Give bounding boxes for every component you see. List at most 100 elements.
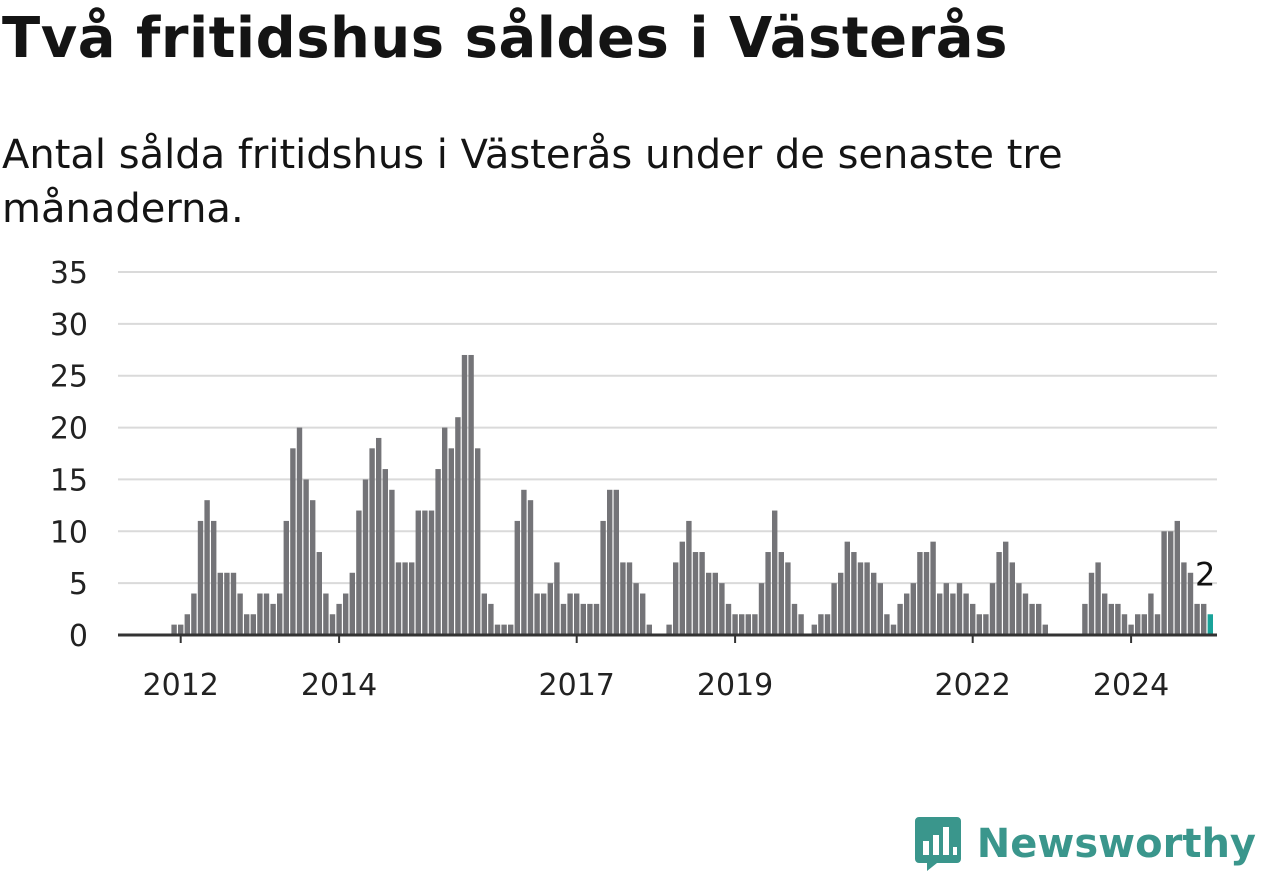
chart-title: Två fritidshus såldes i Västerås bbox=[2, 6, 1008, 71]
bar bbox=[956, 583, 963, 635]
bar bbox=[270, 603, 276, 635]
bar bbox=[574, 593, 580, 635]
bar bbox=[455, 417, 461, 635]
bar bbox=[1095, 562, 1101, 635]
y-tick-label: 30 bbox=[50, 308, 88, 343]
bar bbox=[1201, 603, 1207, 635]
bar bbox=[310, 500, 316, 635]
bar bbox=[237, 593, 243, 635]
bar bbox=[554, 562, 560, 635]
bar bbox=[1108, 603, 1114, 635]
y-tick-label: 15 bbox=[50, 463, 88, 498]
bar bbox=[673, 562, 679, 635]
chart-subtitle: Antal sålda fritidshus i Västerås under … bbox=[2, 132, 1063, 232]
bar bbox=[230, 572, 237, 635]
bar bbox=[666, 624, 672, 635]
bar bbox=[428, 510, 435, 635]
bar bbox=[402, 562, 408, 635]
bar bbox=[567, 593, 573, 635]
bar bbox=[389, 489, 395, 635]
bar bbox=[217, 572, 223, 635]
x-tick-label: 2022 bbox=[935, 668, 1011, 703]
bar bbox=[778, 552, 784, 635]
bar bbox=[244, 614, 250, 635]
y-axis-ticks: 0 5 10 15 20 25 30 35 bbox=[50, 256, 88, 654]
bar bbox=[329, 614, 336, 635]
bar bbox=[547, 583, 553, 635]
bar bbox=[442, 427, 448, 635]
bar bbox=[171, 624, 177, 635]
bar bbox=[178, 624, 184, 635]
bar bbox=[395, 562, 402, 635]
bar bbox=[415, 510, 421, 635]
bar bbox=[184, 614, 190, 635]
bar bbox=[1029, 603, 1035, 635]
bar bbox=[937, 593, 943, 635]
bar bbox=[382, 469, 388, 635]
bar bbox=[686, 520, 692, 635]
bar bbox=[857, 562, 864, 635]
bar bbox=[772, 510, 778, 635]
bar bbox=[514, 520, 520, 635]
bar bbox=[1016, 583, 1022, 635]
bar bbox=[989, 583, 996, 635]
bar bbox=[303, 479, 309, 635]
bar bbox=[1102, 593, 1108, 635]
bar bbox=[613, 489, 619, 635]
value-labels: 2 bbox=[1195, 555, 1215, 593]
brand-logo: Newsworthy bbox=[913, 815, 1256, 873]
bar bbox=[904, 593, 910, 635]
bar bbox=[369, 448, 375, 635]
bar bbox=[626, 562, 633, 635]
bar bbox=[739, 614, 745, 635]
bar bbox=[475, 448, 481, 635]
bar bbox=[481, 593, 487, 635]
x-tick-label: 2012 bbox=[143, 668, 219, 703]
bar bbox=[468, 354, 474, 635]
bar bbox=[204, 500, 210, 635]
bar bbox=[679, 541, 685, 635]
bar bbox=[963, 593, 969, 635]
bar bbox=[376, 437, 382, 635]
bar bbox=[1181, 562, 1187, 635]
bar bbox=[343, 593, 349, 635]
bar bbox=[943, 583, 949, 635]
bar bbox=[1121, 614, 1128, 635]
bar bbox=[811, 624, 817, 635]
bar bbox=[501, 624, 507, 635]
x-tick-label: 2017 bbox=[539, 668, 615, 703]
bar bbox=[831, 583, 837, 635]
bar bbox=[435, 469, 441, 635]
bar bbox=[719, 583, 725, 635]
bar bbox=[732, 614, 738, 635]
bar bbox=[884, 614, 890, 635]
bar bbox=[646, 624, 652, 635]
bar bbox=[316, 552, 322, 635]
bar bbox=[1141, 614, 1147, 635]
bar bbox=[1042, 624, 1048, 635]
y-tick-label: 5 bbox=[69, 567, 88, 602]
bar bbox=[917, 552, 923, 635]
bar bbox=[587, 603, 593, 635]
bar bbox=[422, 510, 428, 635]
bar bbox=[211, 520, 217, 635]
bar bbox=[752, 614, 758, 635]
bar bbox=[950, 593, 956, 635]
bar bbox=[409, 562, 415, 635]
bar bbox=[283, 520, 289, 635]
bar bbox=[930, 541, 936, 635]
brand-name: Newsworthy bbox=[976, 821, 1256, 867]
bar bbox=[508, 624, 514, 635]
bars bbox=[171, 354, 1213, 635]
bar bbox=[1022, 593, 1029, 635]
bar bbox=[976, 614, 982, 635]
bar bbox=[640, 593, 646, 635]
y-tick-label: 0 bbox=[69, 619, 88, 654]
last-value-label: 2 bbox=[1195, 555, 1215, 593]
bar bbox=[798, 614, 804, 635]
bar bbox=[534, 593, 540, 635]
bar bbox=[923, 552, 930, 635]
bar bbox=[290, 448, 296, 635]
y-tick-label: 10 bbox=[50, 515, 88, 550]
